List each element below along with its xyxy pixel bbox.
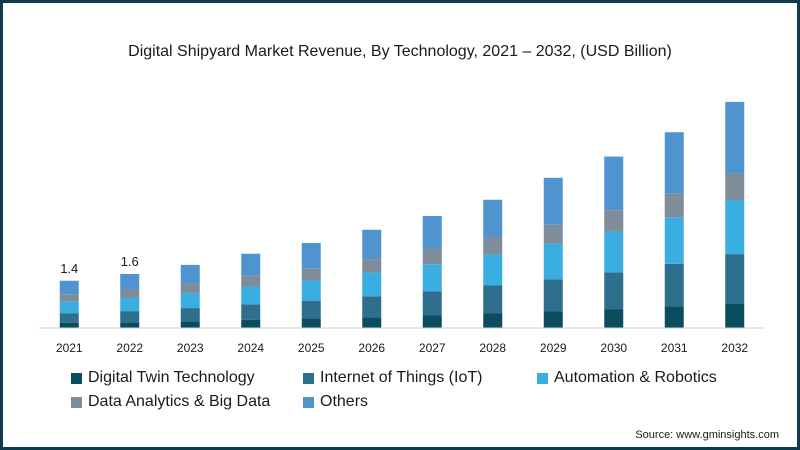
x-tick-label: 2022 (116, 341, 143, 355)
bar-segment-2031-data-analytics-big-data (664, 193, 684, 218)
bar-segment-2025-others (301, 242, 321, 269)
bar-segment-2028-digital-twin-technology (483, 313, 503, 328)
bar-segment-2027-internet-of-things-iot- (422, 291, 442, 316)
bar-segment-2032-digital-twin-technology (725, 303, 745, 328)
bar-segment-2021-data-analytics-big-data (59, 294, 79, 302)
bar-segment-2030-internet-of-things-iot- (604, 272, 624, 310)
bar-segment-2029-automation-robotics (543, 243, 563, 280)
bar-segment-2026-digital-twin-technology (362, 317, 382, 328)
x-tick-label: 2027 (419, 341, 446, 355)
data-label-2022: 1.6 (121, 254, 139, 269)
legend-label: Data Analytics & Big Data (88, 393, 271, 410)
bar-segment-2030-automation-robotics (604, 231, 624, 273)
bar-segment-2023-digital-twin-technology (180, 321, 200, 328)
bar-segment-2026-automation-robotics (362, 272, 382, 297)
chart-title: Digital Shipyard Market Revenue, By Tech… (128, 43, 672, 60)
x-tick-label: 2024 (237, 341, 264, 355)
bar-segment-2028-internet-of-things-iot- (483, 285, 503, 314)
bar-segment-2032-others (725, 101, 745, 174)
bar-segment-2021-internet-of-things-iot- (59, 313, 79, 323)
legend-item: Data Analytics & Big Data (71, 393, 303, 411)
legend-item: Digital Twin Technology (71, 369, 303, 387)
bar-segment-2021-others (59, 280, 79, 295)
bar-segment-2026-data-analytics-big-data (362, 259, 382, 273)
bar-segment-2024-data-analytics-big-data (241, 275, 261, 287)
bar-segment-2031-internet-of-things-iot- (664, 263, 684, 307)
bar-segment-2029-internet-of-things-iot- (543, 279, 563, 312)
bar-segment-2022-automation-robotics (120, 297, 140, 312)
bar-segment-2025-digital-twin-technology (301, 318, 321, 328)
bar-segment-2023-others (180, 264, 200, 284)
bar-segment-2023-data-analytics-big-data (180, 283, 200, 293)
legend-item: Others (303, 393, 368, 411)
bar-segment-2031-others (664, 132, 684, 194)
bar-segment-2025-automation-robotics (301, 280, 321, 301)
bar-segment-2032-automation-robotics (725, 200, 745, 255)
stacked-bar-chart: 2021 2022 2023 2024 2025 2026 2027 2028 2029 2030… (39, 101, 765, 355)
x-tick-label: 2030 (600, 341, 627, 355)
x-tick-label: 2025 (298, 341, 325, 355)
bar-segment-2024-internet-of-things-iot- (241, 304, 261, 320)
bar-segment-2027-others (422, 215, 442, 250)
x-tick-label: 2026 (358, 341, 385, 355)
bar-segment-2027-data-analytics-big-data (422, 249, 442, 265)
bar-segment-2027-automation-robotics (422, 264, 442, 292)
legend-label: Digital Twin Technology (88, 369, 255, 386)
bar-segment-2032-internet-of-things-iot- (725, 254, 745, 304)
bar-segment-2028-data-analytics-big-data (483, 237, 503, 255)
data-labels: 1.4 1.6 (60, 254, 139, 276)
legend: Digital Twin Technology Internet of Thing… (71, 369, 771, 411)
bar-segment-2023-internet-of-things-iot- (180, 308, 200, 322)
legend-item: Internet of Things (IoT) (303, 369, 537, 387)
source-note: Source: www.gminsights.com (635, 429, 779, 441)
legend-swatch (303, 372, 314, 384)
bar-group (59, 101, 745, 328)
bar-segment-2021-automation-robotics (59, 301, 79, 314)
bar-segment-2024-automation-robotics (241, 286, 261, 305)
legend-swatch (71, 372, 82, 384)
bar-segment-2028-automation-robotics (483, 254, 503, 286)
bar-segment-2024-digital-twin-technology (241, 319, 261, 328)
bar-segment-2021-digital-twin-technology (59, 322, 79, 328)
x-tick-label: 2021 (56, 341, 83, 355)
bar-segment-2027-digital-twin-technology (422, 315, 442, 328)
bar-segment-2026-internet-of-things-iot- (362, 296, 382, 318)
x-tick-label: 2029 (540, 341, 567, 355)
bar-segment-2031-digital-twin-technology (664, 306, 684, 328)
data-label-2021: 1.4 (60, 261, 78, 276)
bar-segment-2023-automation-robotics (180, 292, 200, 309)
legend-swatch (303, 396, 314, 408)
bar-segment-2022-data-analytics-big-data (120, 289, 140, 298)
bar-segment-2026-others (362, 229, 382, 260)
bar-segment-2030-others (604, 156, 624, 211)
bar-segment-2025-internet-of-things-iot- (301, 300, 321, 319)
legend-label: Others (320, 393, 369, 410)
legend-swatch (537, 372, 548, 384)
bar-segment-2030-data-analytics-big-data (604, 210, 624, 232)
bar-segment-2028-others (483, 199, 503, 238)
bar-segment-2032-data-analytics-big-data (725, 173, 745, 201)
bar-segment-2025-data-analytics-big-data (301, 268, 321, 281)
legend-label: Internet of Things (IoT) (320, 369, 483, 386)
x-tick-label: 2031 (661, 341, 688, 355)
x-tick-label: 2023 (177, 341, 204, 355)
bar-segment-2029-data-analytics-big-data (543, 224, 563, 244)
legend-item: Automation & Robotics (537, 369, 771, 387)
bar-segment-2022-internet-of-things-iot- (120, 311, 140, 323)
bar-segment-2029-others (543, 177, 563, 225)
bar-segment-2029-digital-twin-technology (543, 311, 563, 328)
bar-segment-2024-others (241, 253, 261, 276)
legend-label: Automation & Robotics (554, 369, 717, 386)
bar-segment-2031-automation-robotics (664, 217, 684, 264)
legend-swatch (71, 396, 82, 408)
bar-segment-2022-others (120, 274, 140, 290)
x-tick-label: 2028 (479, 341, 506, 355)
x-tick-labels: 2021 2022 2023 2024 2025 2026 2027 2028 2029 2030… (56, 341, 749, 355)
bar-segment-2022-digital-twin-technology (120, 322, 140, 328)
x-tick-label: 2032 (721, 341, 748, 355)
bar-segment-2030-digital-twin-technology (604, 309, 624, 328)
